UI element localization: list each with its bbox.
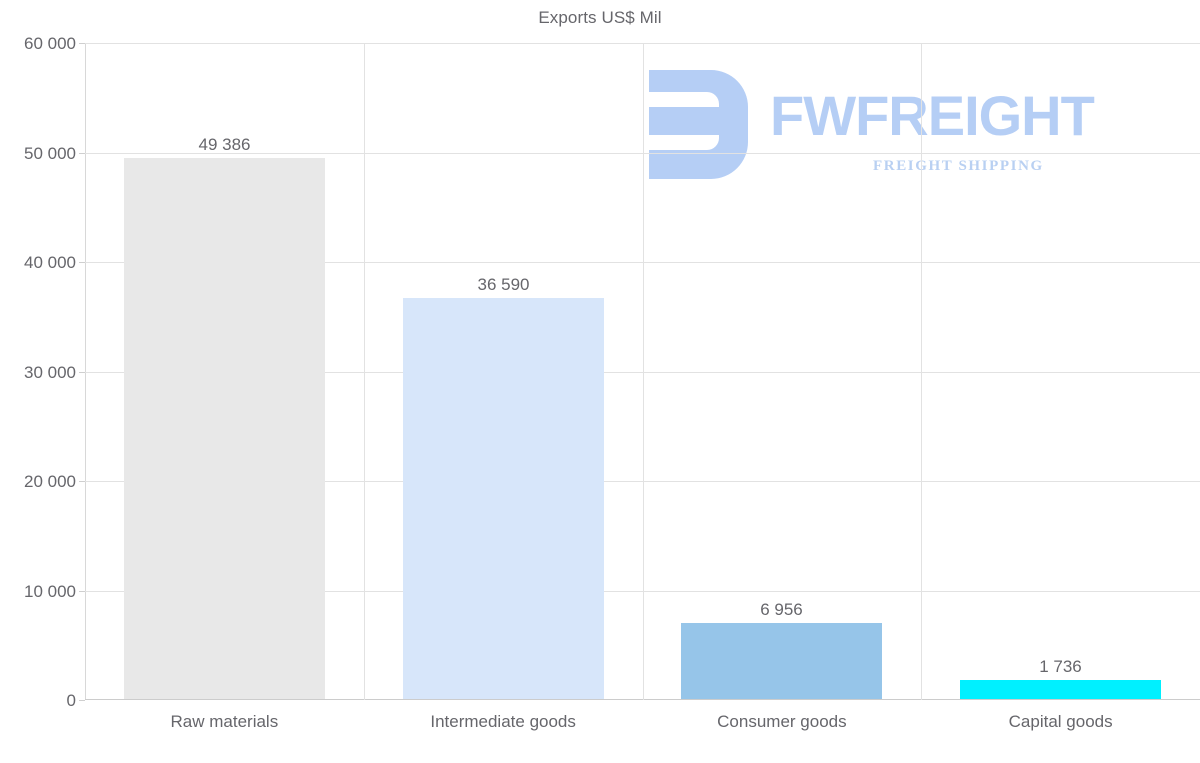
bar-value-label: 49 386 <box>198 135 251 155</box>
y-axis-tick-label: 40 000 <box>24 253 76 272</box>
y-axis-tick-label: 0 <box>66 691 76 710</box>
y-axis-tick-mark <box>79 262 85 263</box>
y-axis-tick-mark <box>79 481 85 482</box>
y-axis-tick-mark <box>79 43 85 44</box>
y-axis-tick-mark <box>79 700 85 701</box>
y-axis-tick-label: 30 000 <box>24 362 76 382</box>
y-axis-tick-label: 10 000 <box>24 581 76 601</box>
y-axis-tick-mark <box>79 590 85 592</box>
x-axis-tick-label: Intermediate goods <box>430 712 576 731</box>
bar[interactable] <box>681 622 882 699</box>
bar[interactable] <box>124 158 325 699</box>
x-axis-line <box>85 699 1200 700</box>
gridline-horizontal <box>85 152 1200 154</box>
gridline-horizontal <box>85 43 1200 44</box>
gridline-horizontal <box>85 262 1200 263</box>
bar-value-label: 36 590 <box>477 275 530 295</box>
bar[interactable] <box>960 680 1161 699</box>
y-axis-tick-label: 60 000 <box>24 34 76 53</box>
bar-value-label: 1 736 <box>1039 656 1082 676</box>
bar-value-label: 6 956 <box>760 599 803 619</box>
y-axis-tick-mark <box>79 371 85 373</box>
gridline-horizontal <box>85 371 1200 373</box>
x-axis-tick-label: Capital goods <box>1008 712 1113 731</box>
gridline-vertical <box>643 43 644 700</box>
gridline-horizontal <box>85 481 1200 482</box>
chart-title: Exports US$ Mil <box>538 8 662 27</box>
gridline-horizontal <box>85 590 1200 592</box>
y-axis-tick-mark <box>79 152 85 154</box>
x-axis-tick-label: Raw materials <box>170 712 279 731</box>
gridline-vertical <box>921 43 922 700</box>
y-axis-tick-label: 50 000 <box>24 143 76 163</box>
bar[interactable] <box>403 298 604 699</box>
x-axis-tick-label: Consumer goods <box>717 712 847 731</box>
plot-area: 49 386 36 590 6 956 1 736 <box>79 43 1200 701</box>
y-axis-tick-label: 20 000 <box>24 472 76 491</box>
gridline-vertical <box>364 43 365 700</box>
